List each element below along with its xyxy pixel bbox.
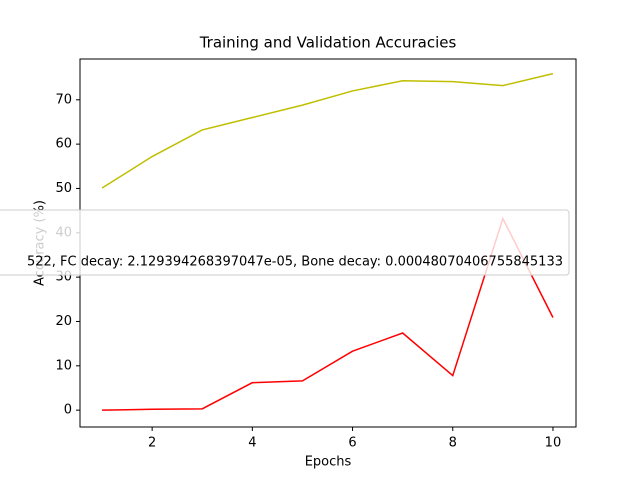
series-line [101, 72, 554, 189]
y-tick-label: 20 [55, 314, 72, 329]
y-tick-label: 0 [64, 403, 72, 418]
x-tick-label: 10 [545, 436, 562, 451]
x-axis-label: Epochs [305, 455, 352, 470]
series-line [102, 216, 554, 411]
chart-title: Training and Validation Accuracies [199, 34, 457, 52]
x-tick-label: 2 [148, 436, 156, 451]
y-tick-label: 70 [55, 92, 72, 107]
x-tick-label: 6 [348, 436, 356, 451]
legend-label: 522, FC decay: 2.129394268397047e-05, Bo… [27, 255, 563, 270]
x-tick-label: 4 [248, 436, 256, 451]
y-tick-label: 60 [55, 137, 72, 152]
y-tick-label: 10 [55, 358, 72, 373]
x-tick-label: 8 [449, 436, 457, 451]
y-tick-label: 50 [55, 181, 72, 196]
legend-box [0, 209, 570, 276]
